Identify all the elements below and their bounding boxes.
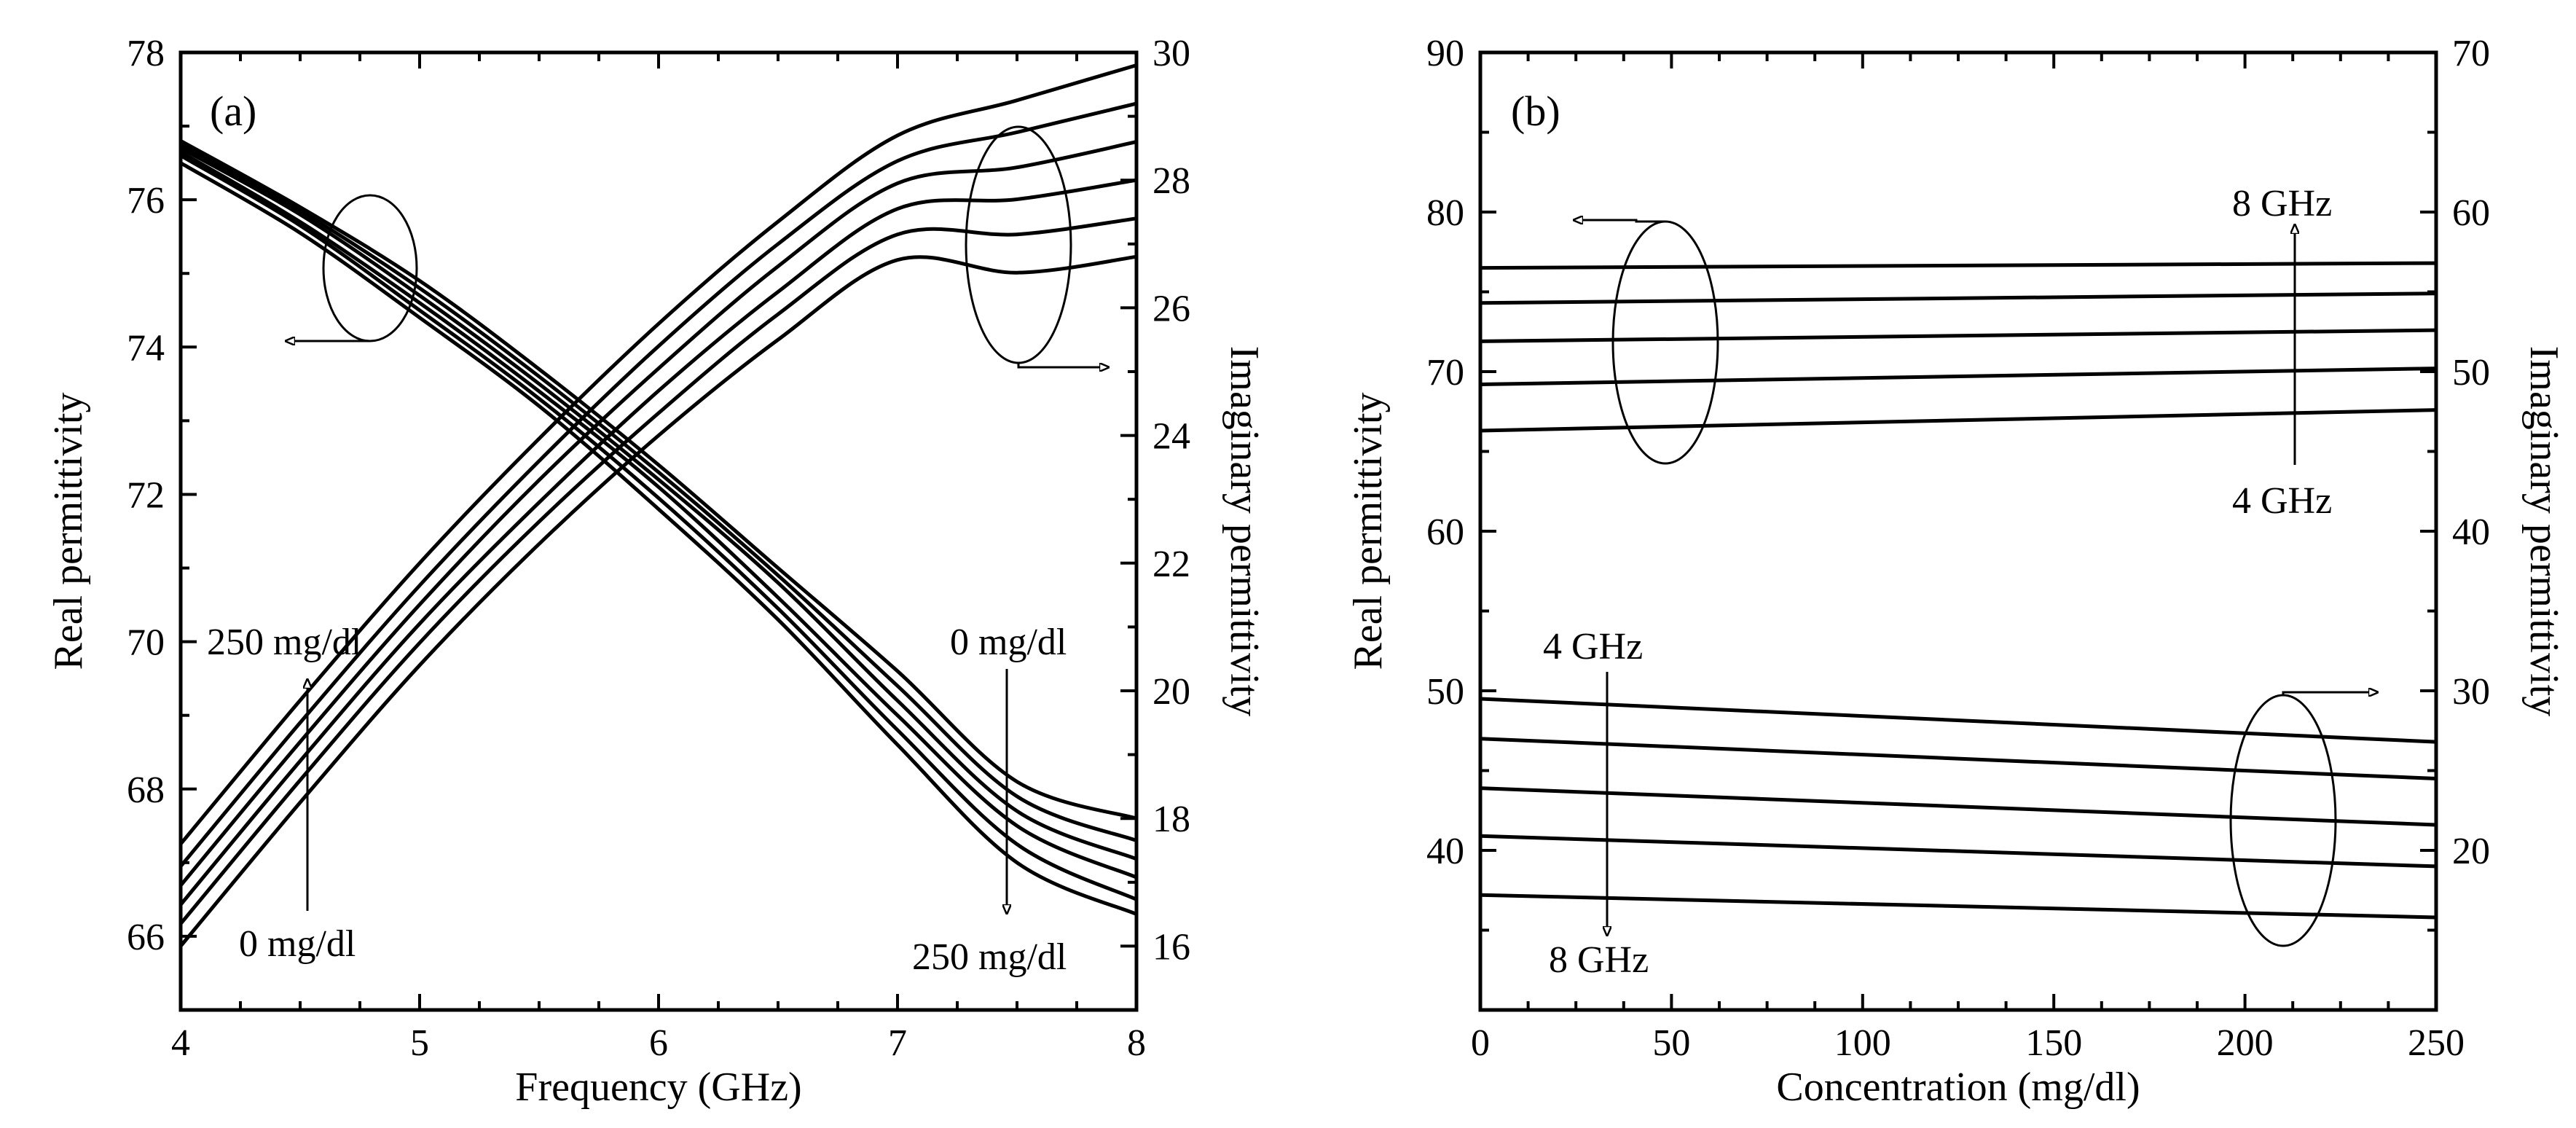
panel-b-real-series-3: [1480, 367, 2437, 386]
panel-b-y-right-tick-label: 20: [2452, 831, 2490, 872]
panel-a-x-tick-label: 4: [171, 1022, 190, 1064]
panel-a-real-series-1: [179, 143, 1137, 842]
panel-a-annot-real-top: 0 mg/dl: [950, 622, 1067, 663]
panel-b-annot-real-bottom: 4 GHz: [2232, 480, 2332, 522]
panel-a-y-right-tick-label: 16: [1152, 926, 1190, 968]
panel-b-imag-series-3: [1480, 834, 2437, 869]
panel-a-real-series-3: [179, 150, 1137, 880]
panel-b-x-tick-label: 250: [2408, 1022, 2465, 1064]
panel-a-xlabel: Frequency (GHz): [515, 1065, 801, 1110]
panel-b-imag-series-1: [1480, 737, 2437, 780]
panel-b-x-tick-label: 150: [2025, 1022, 2082, 1064]
panel-b-y-left-tick-label: 90: [1426, 33, 1464, 74]
panel-a-x-tick-label: 7: [888, 1022, 907, 1064]
panel-b-series: [1480, 261, 2437, 920]
panel-a-y-right-tick-label: 30: [1152, 33, 1190, 74]
panel-a-imag-series-1: [179, 101, 1137, 868]
panel-b-y-left-tick-label: 50: [1426, 671, 1464, 713]
panel-a-y-right-tick-label: 18: [1152, 799, 1190, 840]
panel-b-arrow-to-left-axis: [1574, 220, 1665, 222]
panel-a-frame: [178, 50, 1139, 1012]
panel-a-ylabel-left: Real permittivity: [46, 392, 91, 670]
panel-a-real-series-4: [179, 154, 1138, 901]
panel-b-imag-series-0: [1480, 697, 2437, 744]
panel-b-real-series-0: [1480, 261, 2437, 270]
panel-b-x-tick-label: 200: [2217, 1022, 2274, 1064]
panel-b-annot-imag-top: 4 GHz: [1543, 626, 1643, 667]
panel-b-annot-imag-bottom: 8 GHz: [1549, 939, 1649, 981]
panel-b-annot-real-top: 8 GHz: [2232, 183, 2332, 224]
panel-a-annot-imag-top: 250 mg/dl: [207, 622, 361, 663]
panel-a-ticks: [179, 51, 1138, 1011]
panel-a-ylabel-right: Imaginary permittivity: [1222, 346, 1267, 717]
panel-b-arrow-to-right-axis: [2282, 692, 2378, 695]
panel-a-y-right-tick-label: 26: [1152, 288, 1190, 329]
panel-b-y-right-tick-label: 60: [2452, 192, 2490, 234]
panel-b-y-right-tick-label: 70: [2452, 33, 2490, 74]
panel-b-x-tick-label: 50: [1652, 1022, 1690, 1064]
panel-b-x-tick-label: 0: [1471, 1022, 1490, 1064]
panel-a-real-series-5: [179, 161, 1137, 916]
panel-b-ylabel-left: Real permittivity: [1346, 392, 1391, 670]
panel-b-y-left-tick-label: 70: [1426, 352, 1464, 393]
panel-a-x-tick-label: 8: [1127, 1022, 1146, 1064]
panel-a-y-left-tick-label: 78: [127, 33, 165, 74]
panel-a-imag-series-4: [179, 216, 1137, 925]
panel-b-ylabel-right: Imaginary permittivity: [2521, 346, 2567, 717]
panel-a-y-left-tick-label: 70: [127, 622, 165, 664]
panel-b-tick-labels: 0 50 100 150 200 250 40 50 60 70 80 90 20 30 40 50 60 70: [1426, 33, 2490, 1064]
panel-a-y-right-tick-label: 28: [1152, 160, 1190, 202]
panel-b-y-left-tick-label: 60: [1426, 512, 1464, 553]
panel-b-ticks: [1479, 51, 2438, 1011]
panel-b-y-right-tick-label: 50: [2452, 352, 2490, 393]
panel-a-y-right-tick-label: 22: [1152, 544, 1190, 585]
panel-a-label: (a): [210, 87, 256, 135]
panel-a-annot-imag-bottom: 0 mg/dl: [239, 923, 356, 965]
panel-b-imag-series-4: [1480, 893, 2437, 920]
panel-b-imag-series-2: [1480, 786, 2437, 827]
panel-a-y-left-tick-label: 68: [127, 769, 165, 811]
panel-b: 0 50 100 150 200 250405060708090203040506070 …: [1346, 33, 2567, 1110]
panel-b-real-series-2: [1480, 328, 2437, 343]
panel-a-arrow-to-right-axis: [1017, 363, 1109, 367]
panel-b-y-left-tick-label: 40: [1426, 831, 1464, 872]
panel-b-x-tick-label: 100: [1834, 1022, 1891, 1064]
panel-a-y-right-tick-label: 20: [1152, 671, 1190, 713]
panel-b-real-series-4: [1480, 408, 2437, 433]
panel-a-y-left-tick-label: 74: [127, 327, 165, 369]
panel-a-y-left-tick-label: 66: [127, 917, 165, 958]
panel-b-y-right-tick-label: 30: [2452, 671, 2490, 713]
panel-a-real-series-2: [179, 146, 1137, 861]
panel-a-imag-series-2: [179, 140, 1137, 887]
panel-a-y-right-tick-label: 24: [1152, 416, 1190, 458]
panel-a-ellipse-imag: [965, 125, 1072, 364]
panel-b-xlabel: Concentration (mg/dl): [1776, 1065, 2140, 1110]
panel-a-y-left-tick-label: 72: [127, 474, 165, 516]
panel-a-annot-real-bottom: 250 mg/dl: [912, 936, 1067, 978]
panel-a-x-tick-label: 6: [649, 1022, 668, 1064]
panel-a-imag-series-3: [179, 178, 1137, 906]
panel-b-real-series-1: [1480, 291, 2437, 305]
panel-a-x-tick-label: 5: [410, 1022, 429, 1064]
panel-a-real-series-0: [179, 139, 1137, 820]
panel-a-imag-series-0: [179, 63, 1137, 845]
panel-a-y-left-tick-label: 76: [127, 180, 165, 222]
panel-b-y-right-tick-label: 40: [2452, 512, 2490, 553]
panel-a-imag-series-5: [179, 254, 1137, 947]
panel-a-series: [179, 63, 1138, 947]
panel-b-label: (b): [1511, 87, 1560, 135]
panel-b-y-left-tick-label: 80: [1426, 192, 1464, 234]
